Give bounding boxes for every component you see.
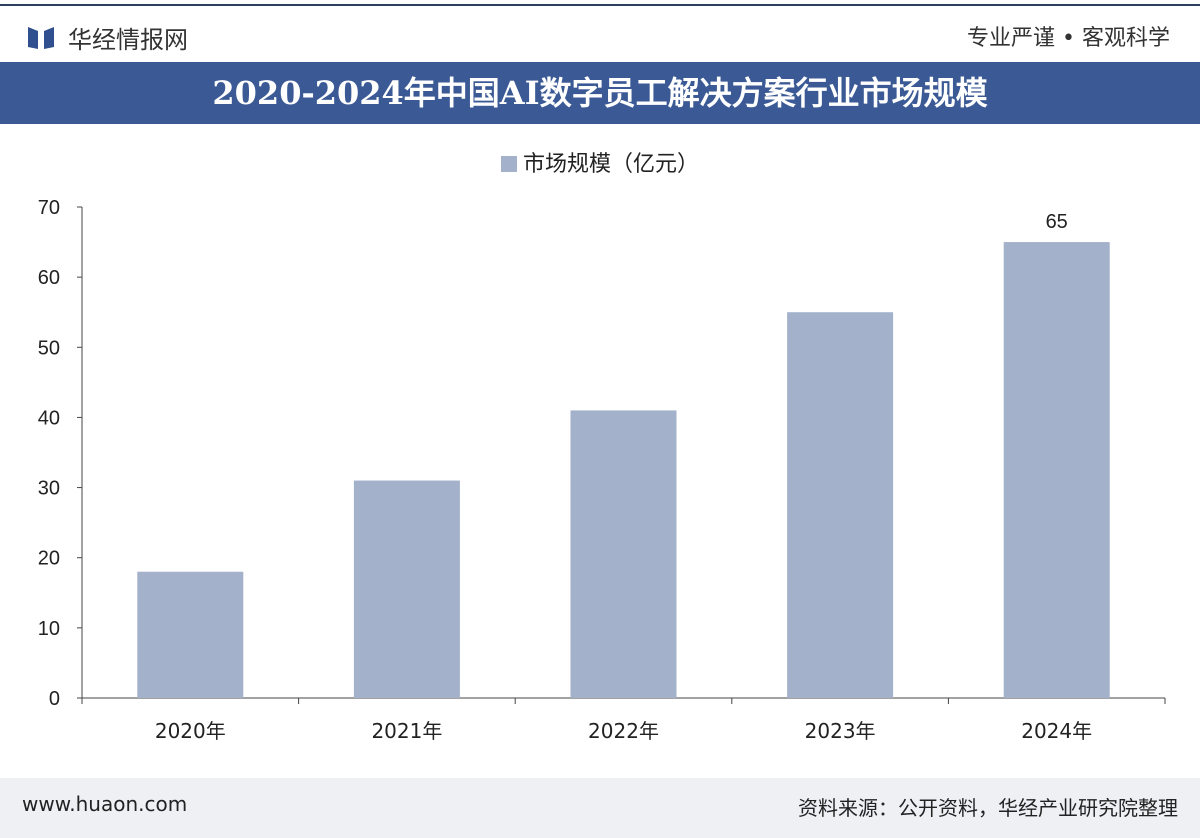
x-tick-label: 2020年 xyxy=(155,719,226,743)
y-tick-label: 70 xyxy=(38,197,60,219)
bar-2024年 xyxy=(1003,242,1110,699)
brand: 华经情报网 xyxy=(28,20,188,55)
source-note: 资料来源：公开资料，华经产业研究院整理 xyxy=(798,796,1178,820)
x-tick-label: 2021年 xyxy=(371,719,442,743)
bar-2023年 xyxy=(787,312,894,698)
y-tick-label: 40 xyxy=(38,407,60,429)
slogan: 专业严谨 • 客观科学 xyxy=(967,26,1170,51)
website-url: www.huaon.com xyxy=(22,792,188,816)
bar-2022年 xyxy=(570,410,677,698)
x-tick-label: 2023年 xyxy=(805,719,876,743)
bar-2020年 xyxy=(137,571,244,698)
y-tick-label: 0 xyxy=(49,688,60,710)
legend-label: 市场规模（亿元） xyxy=(522,152,699,177)
legend: 市场规模（亿元） xyxy=(0,146,1200,178)
y-tick-label: 10 xyxy=(38,618,60,640)
legend-swatch xyxy=(500,156,517,172)
brand-name: 华经情报网 xyxy=(68,26,188,54)
y-tick-label: 50 xyxy=(38,337,60,359)
bar-2021年 xyxy=(353,480,460,698)
x-tick-label: 2022年 xyxy=(588,719,659,743)
y-tick-label: 20 xyxy=(38,548,60,570)
top-rule xyxy=(0,4,1200,6)
huajing-logo-icon xyxy=(28,26,54,49)
data-label: 65 xyxy=(1046,211,1068,233)
y-tick-label: 30 xyxy=(38,478,60,500)
x-tick-label: 2024年 xyxy=(1021,719,1092,743)
chart-title: 2020-2024年中国AI数字员工解决方案行业市场规模 xyxy=(0,62,1200,124)
y-tick-label: 60 xyxy=(38,267,60,289)
footer-band xyxy=(0,778,1200,838)
